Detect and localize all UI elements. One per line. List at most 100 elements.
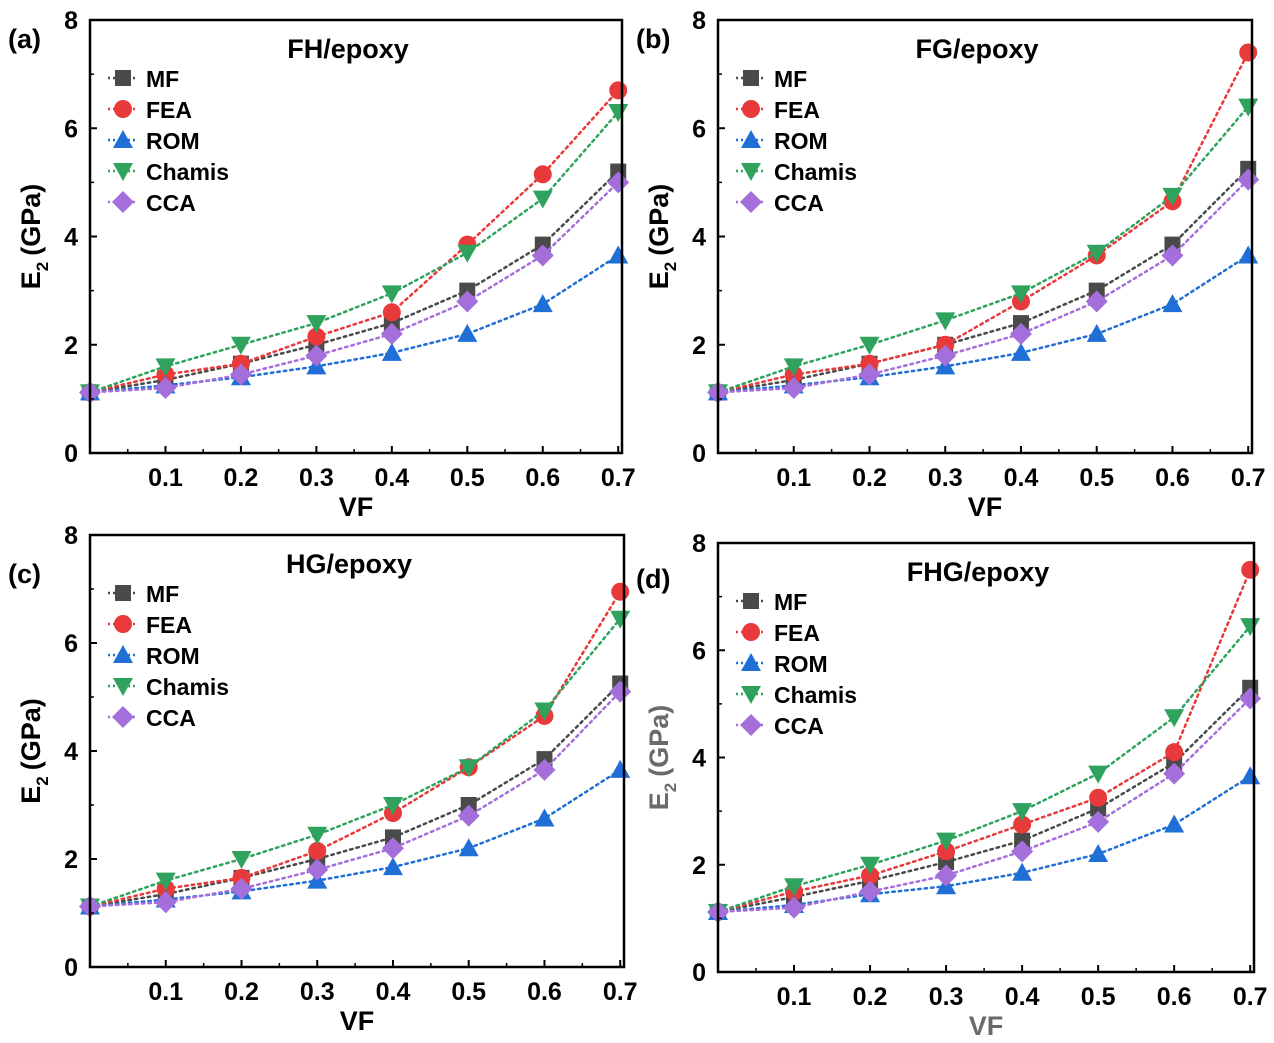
marker-fea xyxy=(308,841,327,860)
series-cca xyxy=(707,687,1262,923)
x-tick-label: 0.1 xyxy=(776,464,811,492)
series-line xyxy=(716,105,1250,394)
series-line xyxy=(716,51,1250,394)
marker-cca xyxy=(1009,322,1032,345)
marker-fea xyxy=(114,615,132,633)
x-tick-label: 0.1 xyxy=(148,464,183,492)
legend-label: MF xyxy=(146,581,179,607)
y-tick-label: 2 xyxy=(692,852,706,880)
x-tick-label: 0.2 xyxy=(224,978,259,1006)
y-axis-label-main: E xyxy=(16,786,46,804)
y-tick-label: 6 xyxy=(692,637,706,665)
marker-cca xyxy=(306,858,329,881)
panel-title: HG/epoxy xyxy=(286,549,412,579)
marker-cca xyxy=(230,877,253,900)
y-tick-label: 2 xyxy=(64,846,78,874)
marker-fea xyxy=(1241,560,1260,579)
series-line xyxy=(88,682,622,908)
marker-chamis xyxy=(935,312,956,331)
legend-label: CCA xyxy=(146,705,196,731)
marker-chamis xyxy=(155,872,176,891)
marker-fea xyxy=(114,100,132,118)
marker-rom xyxy=(1162,294,1183,313)
marker-rom xyxy=(610,759,631,778)
legend-item-chamis: Chamis xyxy=(108,674,229,700)
series-line xyxy=(88,590,622,908)
y-tick-label: 6 xyxy=(64,630,78,658)
legend-item-rom: ROM xyxy=(108,128,200,154)
y-tick-label: 4 xyxy=(692,745,706,773)
x-tick-label: 0.4 xyxy=(376,978,411,1006)
marker-mf xyxy=(115,70,131,86)
x-tick-label: 0.5 xyxy=(450,464,485,492)
marker-rom xyxy=(1012,862,1033,881)
marker-chamis xyxy=(783,358,804,377)
legend-label: MF xyxy=(146,66,179,92)
y-axis-label-main: E xyxy=(16,271,46,289)
x-tick-label: 0.3 xyxy=(928,464,963,492)
series-line xyxy=(716,624,1252,914)
marker-cca xyxy=(859,880,882,903)
legend-item-cca: CCA xyxy=(108,190,196,216)
marker-fea xyxy=(937,842,956,861)
legend-item-chamis: Chamis xyxy=(736,682,857,708)
y-axis-label: E2 (GPa) xyxy=(16,698,52,804)
marker-chamis xyxy=(1086,244,1107,263)
legend-label: ROM xyxy=(774,651,828,677)
panel-label: (d) xyxy=(636,564,670,594)
marker-chamis xyxy=(784,878,805,897)
series-line xyxy=(88,254,620,394)
legend-item-mf: MF xyxy=(736,66,807,92)
marker-chamis xyxy=(230,336,251,355)
marker-chamis xyxy=(307,826,328,845)
marker-rom xyxy=(1238,245,1259,264)
marker-chamis xyxy=(741,163,761,181)
marker-cca xyxy=(609,680,632,703)
y-tick-label: 0 xyxy=(692,959,706,987)
marker-cca xyxy=(380,322,403,345)
panel-label: (b) xyxy=(636,24,670,54)
marker-cca xyxy=(607,171,630,194)
y-axis-label-unit: (GPa) xyxy=(644,184,674,256)
legend-label: CCA xyxy=(774,713,824,739)
y-axis-label-main: E xyxy=(644,271,674,289)
y-axis-label-sub: 2 xyxy=(33,262,52,271)
series-line xyxy=(88,110,620,394)
series-line xyxy=(716,167,1250,394)
marker-chamis xyxy=(458,759,479,778)
marker-rom xyxy=(457,323,478,342)
y-tick-label: 6 xyxy=(692,115,706,143)
marker-chamis xyxy=(741,686,761,704)
marker-cca xyxy=(1237,168,1260,191)
marker-rom xyxy=(532,294,553,313)
marker-fea xyxy=(1239,43,1258,62)
legend-label: Chamis xyxy=(774,682,857,708)
legend-label: CCA xyxy=(774,190,824,216)
marker-fea xyxy=(1165,743,1184,762)
legend-label: MF xyxy=(774,66,807,92)
legend-item-rom: ROM xyxy=(108,643,200,669)
y-tick-label: 0 xyxy=(64,440,78,468)
marker-rom xyxy=(741,130,761,148)
marker-rom xyxy=(381,342,402,361)
marker-rom xyxy=(534,808,555,827)
series-line xyxy=(716,254,1250,394)
marker-fea xyxy=(742,100,760,118)
marker-cca xyxy=(154,891,177,914)
marker-chamis xyxy=(1164,709,1185,728)
series-line xyxy=(88,768,622,908)
y-tick-label: 2 xyxy=(64,332,78,360)
marker-chamis xyxy=(1012,803,1033,822)
marker-cca xyxy=(934,344,957,367)
y-axis-label-unit: (GPa) xyxy=(644,705,674,777)
x-tick-label: 0.4 xyxy=(1004,464,1039,492)
x-tick-label: 0.3 xyxy=(929,983,964,1011)
series-line xyxy=(88,89,620,394)
y-tick-label: 8 xyxy=(64,522,78,550)
panel-title: FH/epoxy xyxy=(287,34,409,64)
legend-item-mf: MF xyxy=(736,589,807,615)
legend-item-rom: ROM xyxy=(736,128,828,154)
legend-item-chamis: Chamis xyxy=(736,159,857,185)
